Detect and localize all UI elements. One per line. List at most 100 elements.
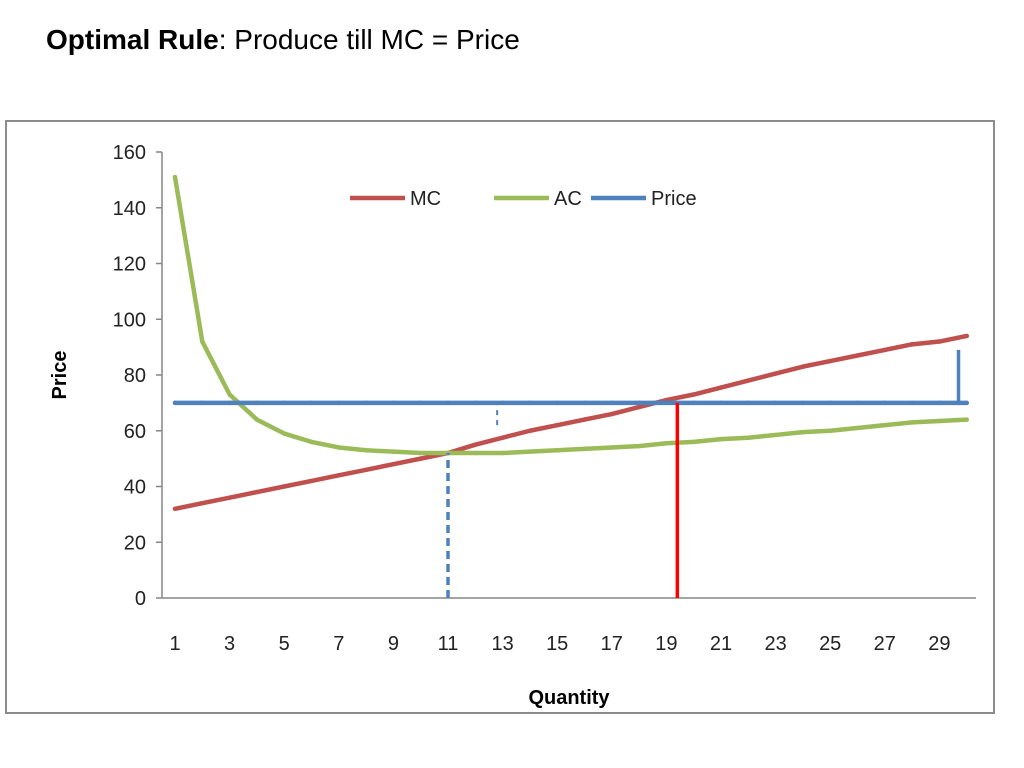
data-point-ac (282, 431, 287, 436)
x-axis-title: Quantity (528, 687, 610, 709)
series-line-mc (172, 333, 969, 512)
data-point-mc (363, 467, 369, 472)
data-point-mc (800, 364, 806, 369)
x-tick-label: 11 (438, 633, 459, 655)
data-point-ac (664, 441, 669, 446)
data-point-ac (555, 448, 560, 453)
x-tick-label: 25 (819, 633, 841, 655)
data-point-price (555, 400, 560, 406)
x-tick-label: 5 (279, 633, 290, 655)
x-tick-label: 15 (546, 633, 568, 655)
data-point-mc (773, 371, 778, 376)
data-point-mc (909, 342, 915, 347)
data-point-price (746, 400, 751, 406)
data-point-price (664, 400, 669, 406)
data-point-mc (691, 392, 696, 397)
data-point-ac (964, 417, 969, 422)
data-point-ac (855, 425, 860, 431)
data-point-ac (500, 450, 505, 456)
data-point-mc (882, 347, 887, 353)
data-point-ac (227, 392, 232, 397)
data-point-mc (282, 484, 287, 489)
y-tick-label: 100 (113, 309, 146, 331)
legend-label-mc: MC (410, 188, 441, 210)
data-point-ac (773, 432, 778, 438)
y-tick-label: 40 (124, 477, 146, 499)
data-point-mc (336, 473, 341, 478)
data-point-ac (172, 174, 178, 180)
data-point-mc (391, 462, 396, 467)
data-point-price (828, 400, 833, 406)
data-point-ac (582, 446, 587, 452)
data-point-price (582, 400, 587, 406)
data-point-ac (718, 436, 724, 442)
data-point-mc (636, 404, 642, 410)
title-rest: : Produce till MC = Price (218, 24, 520, 55)
y-tick-label: 140 (113, 198, 146, 220)
data-point-ac (200, 339, 205, 344)
data-point-price (882, 400, 887, 406)
data-point-price (964, 400, 969, 406)
data-point-ac (609, 445, 614, 450)
data-point-mc (254, 489, 260, 495)
data-point-price (937, 400, 942, 406)
data-point-mc (227, 495, 232, 500)
data-point-price (418, 400, 423, 406)
data-point-mc (855, 353, 860, 358)
data-point-price (309, 400, 314, 406)
data-point-price (527, 400, 533, 406)
data-point-ac (336, 445, 341, 450)
x-tick-label: 1 (169, 633, 180, 655)
y-tick-label: 160 (113, 142, 146, 164)
data-point-mc (555, 422, 560, 428)
chart-frame (5, 120, 995, 714)
x-tick-label: 29 (928, 633, 950, 655)
data-point-price (855, 400, 860, 406)
data-point-mc (828, 358, 833, 364)
data-point-mc (609, 411, 614, 417)
data-point-price (282, 400, 287, 406)
data-point-ac (391, 449, 396, 454)
data-point-price (500, 400, 505, 406)
data-point-ac (473, 450, 478, 456)
data-point-mc (937, 339, 942, 344)
data-point-ac (363, 448, 369, 453)
data-point-price (800, 400, 806, 406)
data-point-ac (828, 428, 833, 433)
data-point-price (254, 400, 260, 406)
x-tick-label: 9 (388, 633, 399, 655)
data-point-price (691, 400, 696, 406)
y-tick-label: 20 (124, 532, 146, 554)
data-point-mc (473, 442, 478, 447)
data-point-ac (527, 449, 533, 454)
x-tick-label: 7 (333, 633, 344, 655)
data-point-ac (746, 435, 751, 440)
x-tick-label: 3 (224, 633, 235, 655)
data-point-price (473, 400, 478, 406)
legend-label-ac: AC (554, 188, 582, 210)
data-point-price (172, 400, 178, 406)
data-point-price (227, 400, 232, 406)
x-tick-label: 23 (764, 633, 786, 655)
page-title: Optimal Rule: Produce till MC = Price (46, 24, 520, 56)
y-tick-label: 80 (124, 365, 146, 387)
data-point-ac (800, 429, 806, 435)
data-point-mc (309, 478, 314, 484)
data-point-price (773, 400, 778, 406)
x-tick-label: 21 (710, 633, 732, 655)
data-point-price (445, 400, 451, 406)
data-point-ac (882, 422, 887, 428)
data-point-mc (500, 435, 505, 440)
data-point-price (909, 400, 915, 406)
x-tick-label: 17 (601, 633, 623, 655)
data-point-price (391, 400, 396, 406)
data-point-price (200, 400, 205, 406)
y-axis-title: Price (49, 351, 71, 400)
y-tick-label: 120 (113, 254, 146, 276)
data-point-ac (909, 420, 915, 425)
data-point-ac (691, 439, 696, 445)
data-point-ac (937, 418, 942, 424)
data-point-mc (718, 385, 724, 390)
series-line-ac (172, 174, 969, 456)
